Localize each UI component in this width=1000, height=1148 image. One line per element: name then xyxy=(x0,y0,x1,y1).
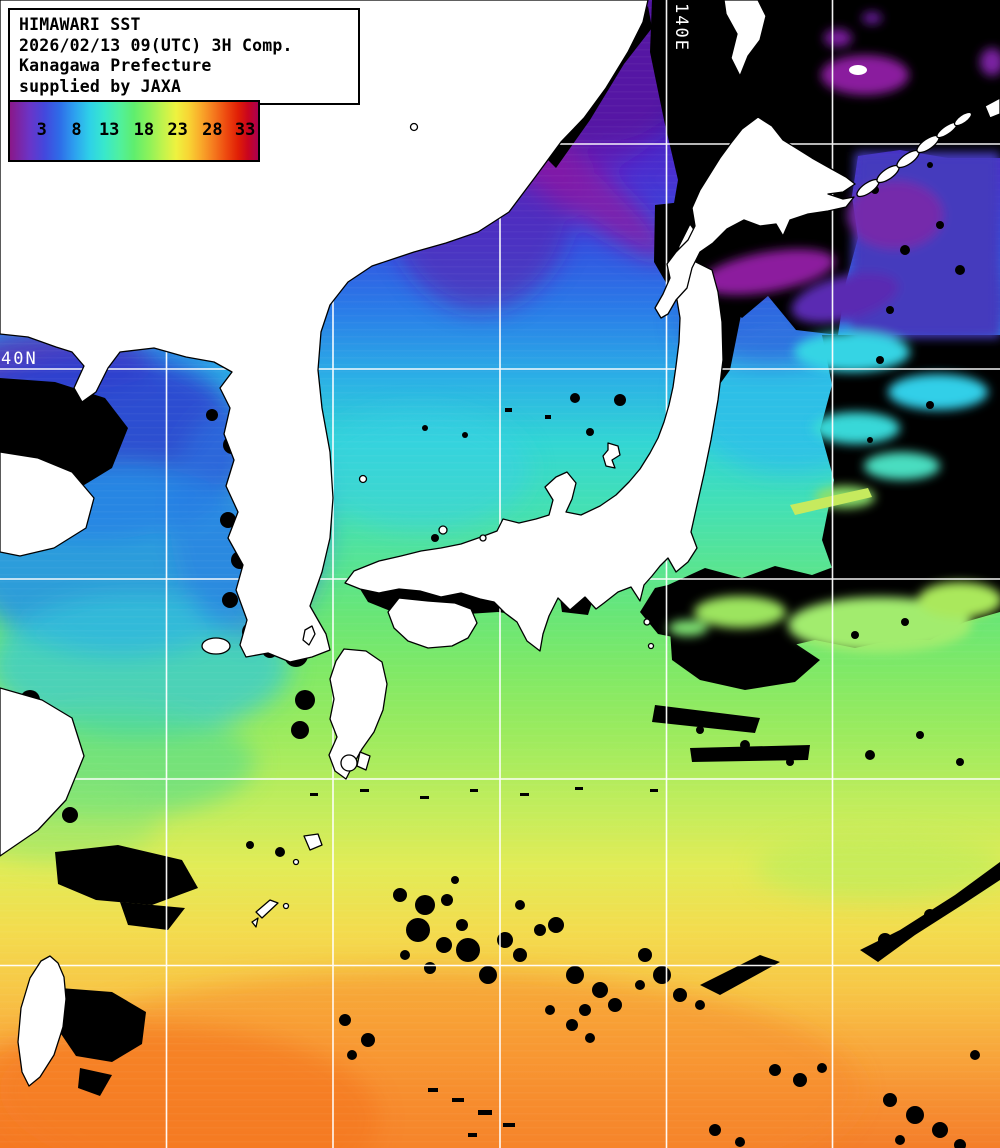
colorbar-tick: 18 xyxy=(133,120,155,141)
colorbar-tick: 28 xyxy=(202,120,223,141)
land-okinawa-south xyxy=(251,917,259,928)
land-taiwan xyxy=(17,955,67,1087)
land-shikoku xyxy=(387,597,478,649)
colorbar-tick: 23 xyxy=(167,120,188,141)
land-sado xyxy=(602,442,621,469)
land-izu-island2 xyxy=(647,642,655,650)
colorbar-tick: 13 xyxy=(98,120,120,141)
datetime-line: 2026/02/13 09(UTC) 3H Comp. xyxy=(19,35,293,55)
land-yakushima xyxy=(340,754,358,772)
land-amami xyxy=(303,833,323,851)
land-shandong xyxy=(0,451,95,557)
title-box: HIMAWARI SST 2026/02/13 09(UTC) 3H Comp.… xyxy=(8,8,360,105)
longitude-label: 140E xyxy=(671,3,691,52)
latitude-label: 40N xyxy=(1,349,38,369)
land-kyushu xyxy=(328,648,388,780)
land-honshu xyxy=(344,223,724,652)
land-tsushima xyxy=(302,625,316,646)
temperature-colorbar: 3 8 13 18 23 28 33 xyxy=(8,100,260,162)
land-china-coast xyxy=(0,687,85,857)
land-jeju xyxy=(201,637,231,655)
land-asia-mainland xyxy=(0,0,649,663)
prefecture-line: Kanagawa Prefecture xyxy=(19,56,212,75)
colorbar-tick: 8 xyxy=(71,120,82,141)
land-okinawa xyxy=(255,899,279,919)
land-ulleungdo xyxy=(358,474,368,484)
product-title: HIMAWARI SST xyxy=(19,15,141,34)
land-hokkaido xyxy=(654,116,856,319)
colorbar-tick: 3 xyxy=(36,120,47,141)
land-tanegashima xyxy=(356,751,371,771)
land-islet-white xyxy=(409,122,419,132)
land-sakhalin xyxy=(723,0,767,77)
supplier-line: supplied by JAXA xyxy=(19,76,182,96)
land-izu-island xyxy=(643,618,651,626)
land-islet xyxy=(438,525,448,535)
land-oki xyxy=(479,534,487,542)
land-kuril-islands xyxy=(856,97,1000,198)
landmass-layer xyxy=(0,0,1000,1087)
colorbar-tick: 33 xyxy=(234,120,256,141)
cloud-gap-sea-patches xyxy=(668,12,1000,653)
